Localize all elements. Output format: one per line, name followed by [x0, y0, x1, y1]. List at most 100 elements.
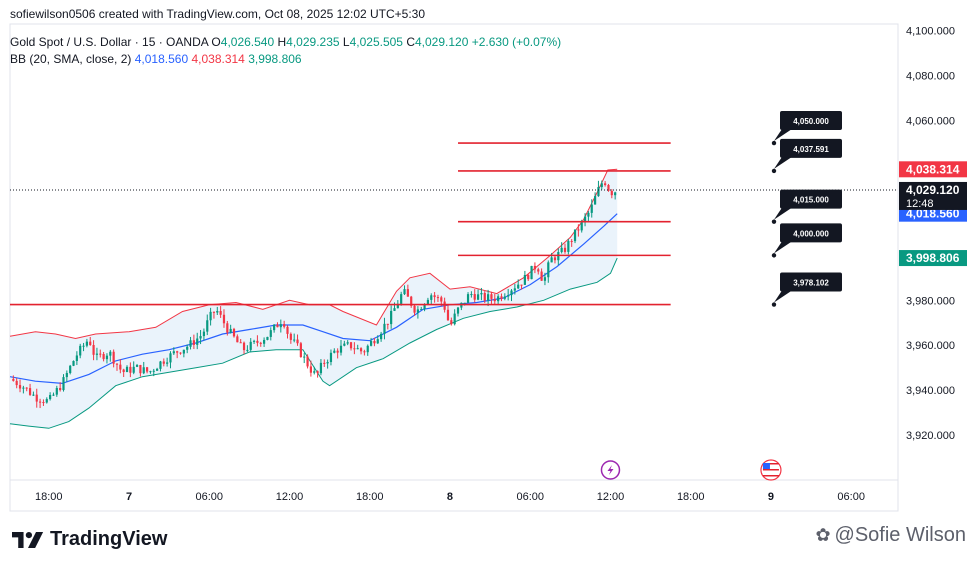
candle-body	[129, 366, 132, 373]
last-price-tag-bg	[899, 181, 967, 210]
candle-body	[430, 295, 433, 300]
callout-pointer	[774, 129, 792, 142]
symbol-legend[interactable]: Gold Spot / U.S. Dollar · 15 · OANDA O4,…	[10, 35, 561, 49]
candle-body	[59, 388, 62, 391]
indicator-name: BB (20, SMA, close, 2)	[10, 52, 132, 66]
bb-lower-value: 3,998.806	[248, 52, 302, 66]
y-tick-label: 3,920.000	[906, 430, 955, 442]
bb-upper-value: 4,038.314	[191, 52, 245, 66]
candle-body	[122, 369, 125, 373]
bb-value-tag: 4,038.314	[899, 161, 967, 178]
candle-body	[473, 294, 476, 300]
candle-body	[115, 363, 119, 365]
y-tick-label: 3,960.000	[906, 340, 955, 352]
flag-stripe	[762, 466, 779, 468]
candle-body	[323, 362, 326, 364]
candle-body	[309, 366, 313, 373]
candle-body	[597, 187, 600, 197]
candle-body	[176, 351, 179, 353]
low-value: 4,025.505	[349, 35, 403, 49]
candle-body	[216, 311, 219, 313]
candle-body	[503, 296, 506, 299]
candle-body	[259, 342, 262, 344]
y-tick-label: 4,080.000	[906, 71, 955, 83]
level-callout: 4,050.000	[774, 111, 842, 142]
candle-body	[353, 348, 356, 350]
candle-body	[219, 311, 222, 315]
candle-body	[79, 345, 82, 356]
candle-body	[149, 371, 152, 373]
close-value: 4,029.120	[415, 35, 469, 49]
chart-frame	[9, 23, 899, 512]
candle-body	[45, 399, 48, 403]
level-anchor-dot	[771, 140, 777, 146]
x-tick-label: 06:00	[837, 491, 865, 503]
candle-body	[109, 351, 112, 356]
candle-body	[406, 289, 409, 297]
us-flag-event-icon[interactable]	[760, 459, 782, 481]
candle-body	[329, 352, 333, 363]
candle-body	[400, 294, 403, 304]
candle-body	[553, 257, 557, 261]
candle-body	[222, 314, 226, 324]
callout-box	[780, 272, 842, 292]
candle-body	[95, 353, 99, 355]
candle-body	[25, 387, 28, 389]
candle-body	[547, 262, 550, 278]
candle-body	[436, 297, 440, 299]
candle-body	[166, 362, 169, 364]
candle-body	[293, 339, 296, 341]
candle-body	[196, 338, 199, 345]
candle-body	[192, 340, 195, 345]
level-callout: 4,037.591	[774, 138, 842, 169]
candle-body	[610, 190, 613, 196]
candle-body	[135, 365, 139, 367]
candle-body	[346, 342, 349, 344]
lightning-event-icon[interactable]	[600, 460, 621, 480]
candle-body	[49, 395, 52, 400]
candle-body	[236, 336, 239, 343]
candle-body	[12, 378, 15, 381]
candle-body	[470, 294, 473, 296]
candle-body	[517, 284, 520, 289]
candle-body	[42, 402, 45, 404]
close-label: C	[406, 35, 415, 49]
candle-body	[463, 302, 466, 304]
bb-value-tag: 3,998.806	[899, 250, 967, 267]
candle-body	[279, 324, 282, 328]
candle-body	[246, 349, 249, 351]
candle-body	[28, 388, 32, 395]
candle-body	[262, 339, 266, 344]
candle-body	[426, 299, 430, 305]
candle-body	[450, 320, 453, 325]
candle-body	[252, 340, 256, 342]
x-tick-label: 9	[768, 491, 774, 503]
symbol-name: Gold Spot / U.S. Dollar · 15 · OANDA	[10, 35, 209, 49]
candle-body	[22, 387, 25, 389]
candle-body	[85, 341, 88, 346]
candle-body	[105, 355, 109, 360]
callout-pointer	[774, 207, 792, 220]
candle-body	[92, 345, 95, 355]
candle-body	[336, 350, 339, 353]
flag-stripe	[762, 469, 779, 471]
candle-body	[202, 331, 206, 337]
flag-stripe	[762, 472, 779, 474]
candle-body	[186, 346, 189, 350]
indicator-legend[interactable]: BB (20, SMA, close, 2) 4,018.560 4,038.3…	[10, 52, 302, 66]
last-price-tag-text: 4,029.120	[906, 183, 960, 197]
candle-body	[497, 296, 500, 302]
candle-body	[440, 297, 443, 302]
candle-body	[289, 333, 292, 340]
candle-body	[413, 305, 416, 313]
candle-body	[349, 342, 353, 349]
candle-body	[273, 324, 276, 331]
y-tick-label: 4,100.000	[906, 26, 955, 38]
candle-body	[356, 348, 359, 350]
tradingview-brand[interactable]: TradingView	[12, 528, 167, 551]
bb-lower-line	[9, 257, 618, 429]
x-tick-label: 18:00	[35, 491, 63, 503]
candle-body	[510, 290, 513, 296]
